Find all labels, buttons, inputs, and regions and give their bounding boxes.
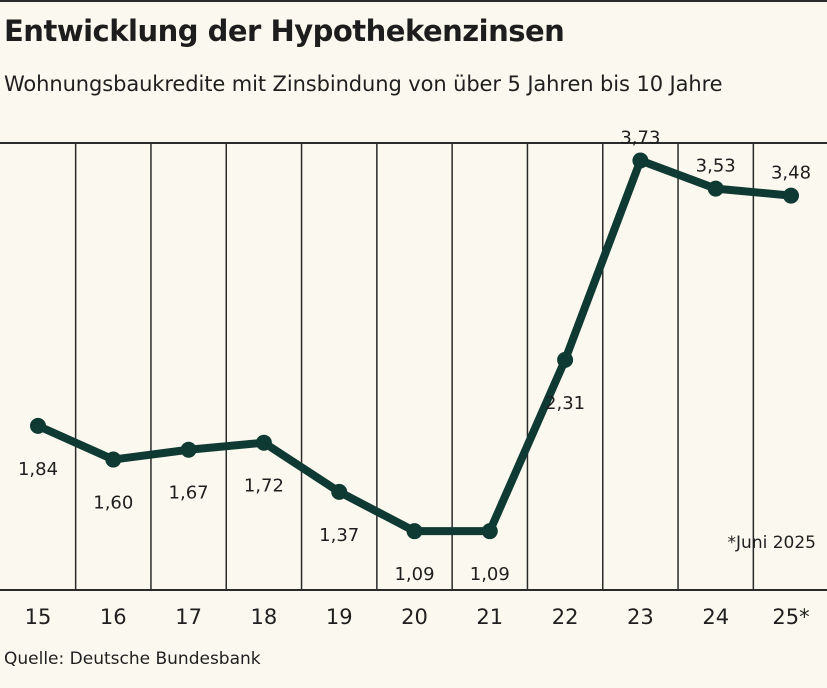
data-label: 1,60 <box>93 493 133 514</box>
x-tick-label: 23 <box>627 605 654 629</box>
x-tick-label: 22 <box>552 605 579 629</box>
data-label: 3,73 <box>620 128 660 149</box>
data-point <box>105 451 122 468</box>
data-point <box>783 187 799 204</box>
data-label: 1,67 <box>169 483 209 504</box>
grid-lines <box>0 142 827 591</box>
x-tick-label: 17 <box>175 605 202 629</box>
data-label: 3,48 <box>771 163 811 184</box>
x-tick-label: 25* <box>772 605 809 629</box>
data-label: 1,09 <box>394 564 434 585</box>
data-label: 2,31 <box>545 393 585 414</box>
x-tick-label: 15 <box>25 605 52 629</box>
x-tick-label: 19 <box>326 605 353 629</box>
data-point <box>406 523 423 540</box>
chart-title: Entwicklung der Hypothekenzinsen <box>4 14 565 48</box>
data-label: 1,84 <box>18 459 58 480</box>
footnote: *Juni 2025 <box>728 533 816 553</box>
x-tick-label: 21 <box>476 605 503 629</box>
source-note: Quelle: Deutsche Bundesbank <box>4 649 261 669</box>
data-label: 3,53 <box>696 156 736 177</box>
data-point <box>481 523 498 540</box>
x-tick-label: 16 <box>100 605 127 629</box>
data-points <box>30 152 799 540</box>
chart-subtitle: Wohnungsbaukredite mit Zinsbindung von ü… <box>4 72 723 96</box>
data-point <box>30 417 46 434</box>
line-chart: 1,84 1,60 1,67 1,72 1,37 1,09 1,09 2,31 3,73 3,53… <box>0 128 827 629</box>
data-label: 1,72 <box>244 476 284 497</box>
x-tick-label: 20 <box>401 605 428 629</box>
x-tick-label: 24 <box>702 605 729 629</box>
x-tick-labels: 15 16 17 18 19 20 21 22 23 24 25* <box>25 605 810 629</box>
data-label: 1,37 <box>319 525 359 546</box>
x-tick-label: 18 <box>251 605 278 629</box>
data-point <box>632 152 649 169</box>
data-point <box>180 441 197 458</box>
data-point <box>707 180 724 197</box>
data-point <box>255 434 272 451</box>
data-labels: 1,84 1,60 1,67 1,72 1,37 1,09 1,09 2,31 3,73 3,53… <box>18 128 811 586</box>
data-point <box>331 483 348 500</box>
data-label: 1,09 <box>470 564 510 585</box>
data-point <box>557 351 574 368</box>
top-rule <box>0 0 827 2</box>
